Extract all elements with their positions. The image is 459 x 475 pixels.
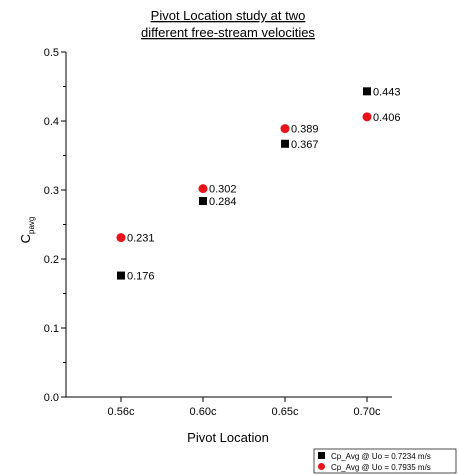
legend-label-series-2: Cp_Avg @ Uo = 0.7935 m/s — [331, 463, 431, 472]
x-tick-label: 0.56c — [108, 406, 135, 418]
data-label: 0.443 — [373, 86, 401, 98]
y-axis-title: Cpavg — [18, 217, 36, 244]
data-point-circle — [280, 124, 290, 134]
data-label: 0.302 — [209, 184, 237, 196]
chart-title-line-2: different free-stream velocities — [141, 25, 315, 40]
data-label: 0.389 — [291, 124, 319, 136]
legend: Cp_Avg @ Uo = 0.7234 m/s Cp_Avg @ Uo = 0… — [313, 448, 457, 474]
y-tick-label: 0.2 — [44, 254, 59, 266]
x-tick-label: 0.65c — [272, 406, 299, 418]
y-tick-label: 0.4 — [44, 116, 59, 128]
y-axis-title-sub: pavg — [27, 217, 36, 234]
y-tick-label: 0.5 — [44, 47, 59, 59]
data-point-circle — [362, 112, 372, 122]
x-tick-label: 0.70c — [354, 406, 381, 418]
data-point-square — [281, 139, 289, 148]
y-axis-title-text: Cpavg — [18, 217, 36, 244]
data-point-square — [199, 197, 207, 206]
plot-area: 0.0 0.1 0.2 0.3 0.4 0.5 0.56c 0.60c 0.65c 0.70c 0.… — [44, 47, 401, 418]
y-axis-title-main: C — [18, 234, 33, 243]
x-axis-title: Pivot Location — [187, 430, 269, 445]
legend-label-series-1: Cp_Avg @ Uo = 0.7234 m/s — [331, 452, 431, 461]
legend-marker-square — [318, 452, 325, 459]
data-label: 0.367 — [291, 139, 319, 151]
data-point-square — [363, 87, 371, 96]
legend-box — [313, 448, 457, 474]
data-label: 0.231 — [127, 233, 155, 245]
data-point-circle — [198, 184, 208, 194]
y-tick-label: 0.1 — [44, 323, 59, 335]
y-tick-label: 0.3 — [44, 185, 59, 197]
chart-title-line-1: Pivot Location study at two — [151, 8, 306, 23]
data-label: 0.176 — [127, 271, 155, 283]
x-tick-label: 0.60c — [190, 406, 217, 418]
data-label: 0.406 — [373, 112, 401, 124]
data-point-circle — [116, 233, 126, 243]
legend-marker-circle — [318, 463, 325, 470]
data-point-square — [117, 271, 125, 280]
data-label: 0.284 — [209, 196, 237, 208]
y-tick-label: 0.0 — [44, 392, 59, 404]
chart-title: Pivot Location study at two different fr… — [141, 8, 315, 40]
